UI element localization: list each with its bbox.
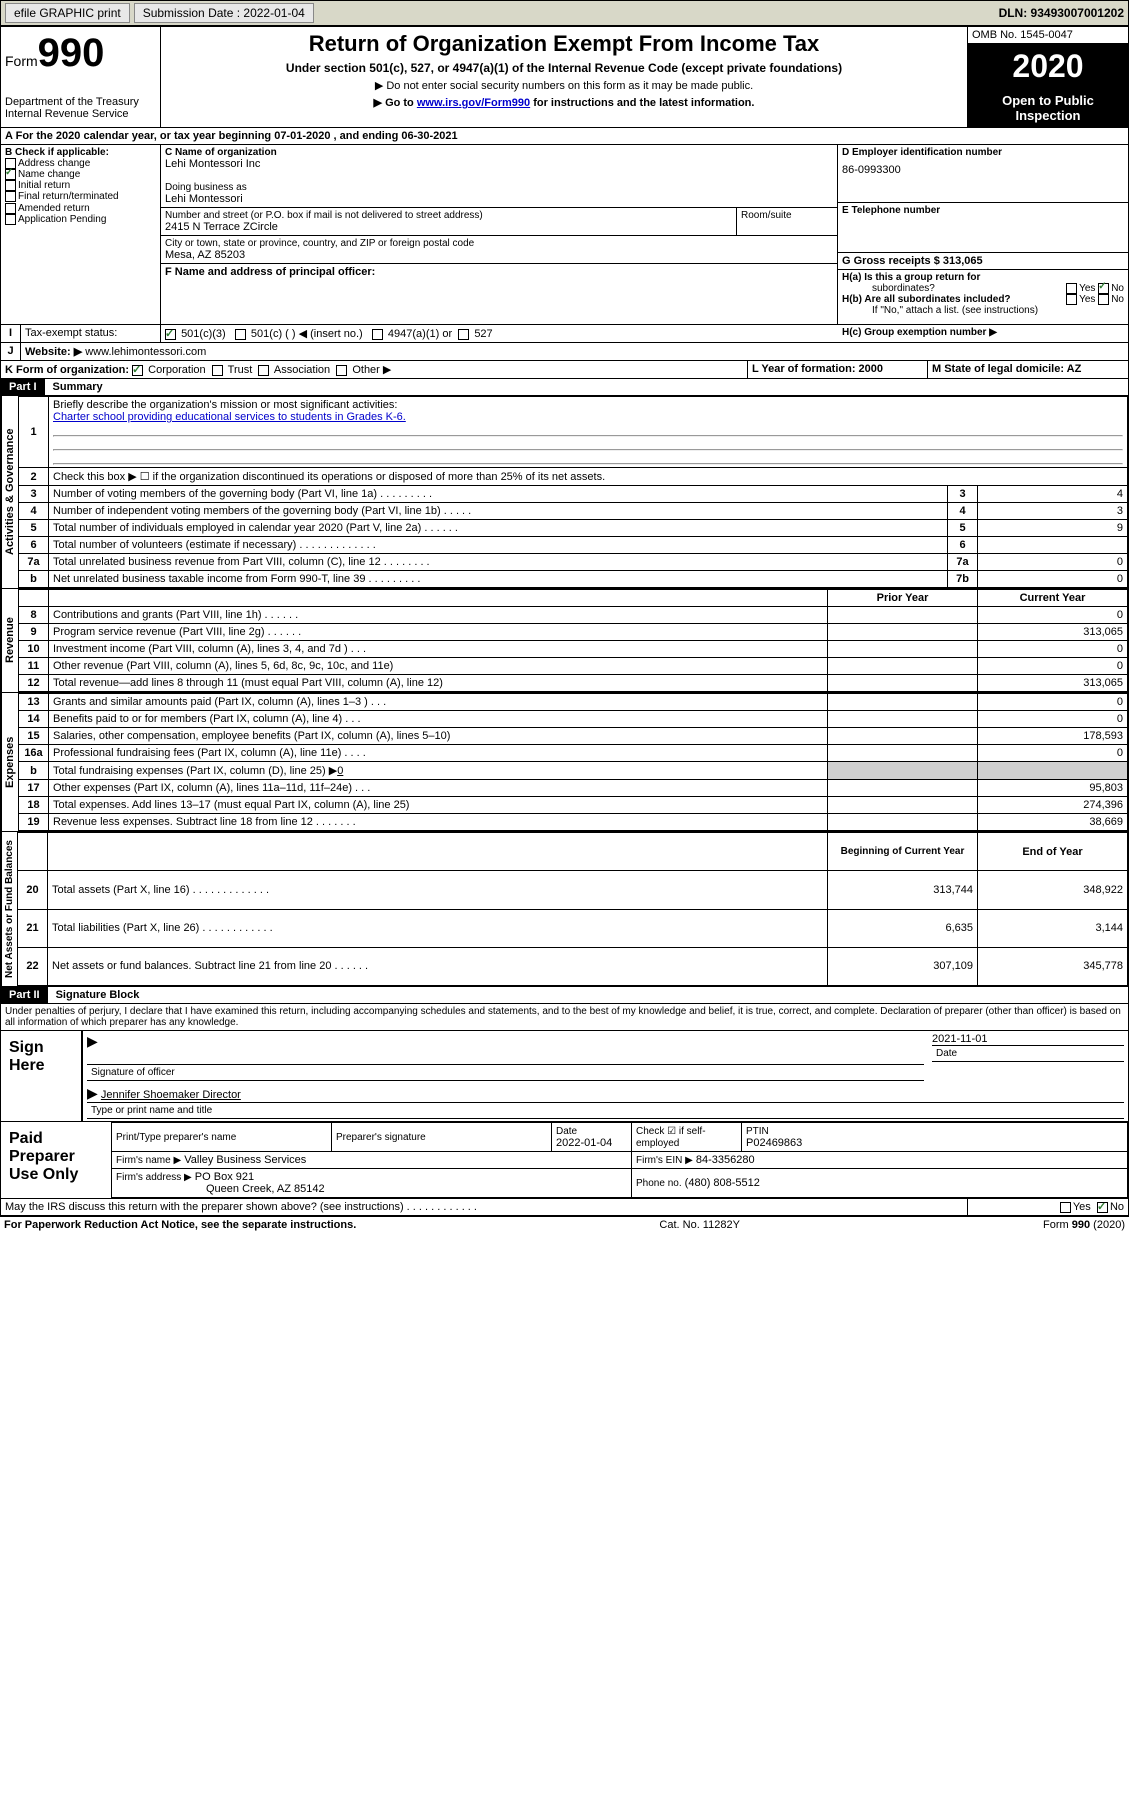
revenue-label: Revenue bbox=[1, 589, 18, 692]
section-c: C Name of organization Lehi Montessori I… bbox=[161, 145, 838, 324]
instruction-2: ▶ Go to www.irs.gov/Form990 for instruct… bbox=[165, 96, 963, 109]
street-address: 2415 N Terrace ZCircle bbox=[165, 221, 732, 233]
hb-yes-checkbox[interactable] bbox=[1066, 294, 1077, 305]
assoc-checkbox[interactable] bbox=[258, 365, 269, 376]
form-header: Form990 Department of the Treasury Inter… bbox=[0, 26, 1129, 128]
form-version: Form 990 (2020) bbox=[1043, 1219, 1125, 1231]
hb-no-checkbox[interactable] bbox=[1098, 294, 1109, 305]
sign-here-block: Sign Here ▶ Signature of officer 2021-11… bbox=[0, 1031, 1129, 1122]
perjury-statement: Under penalties of perjury, I declare th… bbox=[0, 1004, 1129, 1031]
ptin: P02469863 bbox=[746, 1137, 802, 1149]
other-checkbox[interactable] bbox=[336, 365, 347, 376]
mission-text: Charter school providing educational ser… bbox=[53, 411, 406, 423]
form-title: Return of Organization Exempt From Incom… bbox=[165, 31, 963, 57]
name-change-checkbox[interactable] bbox=[5, 169, 16, 180]
state-domicile: M State of legal domicile: AZ bbox=[932, 363, 1081, 375]
sign-here-label: Sign Here bbox=[1, 1031, 81, 1121]
omb-number: OMB No. 1545-0047 bbox=[968, 27, 1128, 44]
governance-section: Activities & Governance 1 Briefly descri… bbox=[0, 396, 1129, 589]
website-url: www.lehimontessori.com bbox=[85, 346, 206, 358]
ha-no-checkbox[interactable] bbox=[1098, 283, 1109, 294]
4947-checkbox[interactable] bbox=[372, 329, 383, 340]
ha-yes-checkbox[interactable] bbox=[1066, 283, 1077, 294]
form-org-row: K Form of organization: Corporation Trus… bbox=[0, 361, 1129, 379]
paperwork-notice: For Paperwork Reduction Act Notice, see … bbox=[4, 1219, 356, 1231]
org-name: Lehi Montessori Inc bbox=[165, 158, 833, 170]
preparer-date: 2022-01-04 bbox=[556, 1137, 612, 1149]
part2-header: Part II bbox=[1, 987, 48, 1003]
governance-label: Activities & Governance bbox=[1, 396, 18, 588]
arrow-icon: ▶ bbox=[87, 1033, 98, 1049]
paid-preparer-block: Paid Preparer Use Only Print/Type prepar… bbox=[0, 1122, 1129, 1199]
sig-date: 2021-11-01 bbox=[932, 1033, 1124, 1045]
trust-checkbox[interactable] bbox=[212, 365, 223, 376]
tax-period: A For the 2020 calendar year, or tax yea… bbox=[1, 128, 1128, 144]
revenue-section: Revenue Prior YearCurrent Year 8Contribu… bbox=[0, 589, 1129, 693]
top-toolbar: efile GRAPHIC print Submission Date : 20… bbox=[0, 0, 1129, 26]
tax-period-row: A For the 2020 calendar year, or tax yea… bbox=[0, 128, 1129, 145]
principal-officer-label: F Name and address of principal officer: bbox=[165, 266, 833, 278]
page-footer: For Paperwork Reduction Act Notice, see … bbox=[0, 1216, 1129, 1233]
city-state-zip: Mesa, AZ 85203 bbox=[165, 249, 833, 261]
discuss-no-checkbox[interactable] bbox=[1097, 1202, 1108, 1213]
part1-title: Summary bbox=[45, 381, 103, 393]
irs-label: Internal Revenue Service bbox=[5, 108, 156, 120]
section-b: B Check if applicable: Address change Na… bbox=[1, 145, 161, 324]
501c-checkbox[interactable] bbox=[235, 329, 246, 340]
tax-year: 2020 bbox=[968, 44, 1128, 89]
website-row: J Website: ▶ www.lehimontessori.com bbox=[0, 343, 1129, 361]
part1-header-row: Part I Summary bbox=[0, 379, 1129, 396]
527-checkbox[interactable] bbox=[458, 329, 469, 340]
firm-phone: (480) 808-5512 bbox=[685, 1177, 760, 1189]
dba-name: Lehi Montessori bbox=[165, 193, 833, 205]
initial-return-checkbox[interactable] bbox=[5, 180, 16, 191]
catalog-number: Cat. No. 11282Y bbox=[659, 1219, 740, 1231]
dln-label: DLN: 93493007001202 bbox=[999, 6, 1124, 20]
firm-ein: 84-3356280 bbox=[696, 1154, 755, 1166]
form990-link[interactable]: www.irs.gov/Form990 bbox=[417, 97, 530, 109]
firm-address: PO Box 921 bbox=[195, 1171, 254, 1183]
form-990-label: Form990 bbox=[5, 31, 156, 76]
corp-checkbox[interactable] bbox=[132, 365, 143, 376]
submission-date-label: Submission Date : 2022-01-04 bbox=[134, 3, 314, 23]
section-d: D Employer identification number 86-0993… bbox=[838, 145, 1128, 324]
app-pending-checkbox[interactable] bbox=[5, 214, 16, 225]
irs-discuss-row: May the IRS discuss this return with the… bbox=[0, 1199, 1129, 1216]
self-employed-check: Check ☑ if self-employed bbox=[636, 1126, 706, 1149]
instruction-1: ▶ Do not enter social security numbers o… bbox=[165, 79, 963, 92]
part2-title: Signature Block bbox=[48, 989, 140, 1001]
arrow-icon: ▶ bbox=[87, 1085, 98, 1101]
open-to-public: Open to Public Inspection bbox=[968, 89, 1128, 127]
501c3-checkbox[interactable] bbox=[165, 329, 176, 340]
part2-header-row: Part II Signature Block bbox=[0, 987, 1129, 1004]
tax-exempt-row: I Tax-exempt status: 501(c)(3) 501(c) ( … bbox=[0, 325, 1129, 343]
discuss-yes-checkbox[interactable] bbox=[1060, 1202, 1071, 1213]
amended-return-checkbox[interactable] bbox=[5, 203, 16, 214]
net-assets-label: Net Assets or Fund Balances bbox=[1, 832, 17, 986]
part1-header: Part I bbox=[1, 379, 45, 395]
year-formation: L Year of formation: 2000 bbox=[752, 363, 883, 375]
final-return-checkbox[interactable] bbox=[5, 191, 16, 202]
gross-receipts: G Gross receipts $ 313,065 bbox=[842, 255, 1124, 267]
efile-print-button[interactable]: efile GRAPHIC print bbox=[5, 3, 130, 23]
net-assets-section: Net Assets or Fund Balances Beginning of… bbox=[0, 832, 1129, 987]
form-subtitle: Under section 501(c), 527, or 4947(a)(1)… bbox=[165, 61, 963, 75]
paid-preparer-label: Paid Preparer Use Only bbox=[1, 1122, 111, 1198]
ein: 86-0993300 bbox=[842, 164, 1124, 176]
org-info-block: B Check if applicable: Address change Na… bbox=[0, 145, 1129, 325]
dept-label: Department of the Treasury bbox=[5, 96, 156, 108]
expenses-section: Expenses 13Grants and similar amounts pa… bbox=[0, 693, 1129, 832]
expenses-label: Expenses bbox=[1, 693, 18, 831]
officer-name: Jennifer Shoemaker Director bbox=[101, 1089, 241, 1101]
firm-name: Valley Business Services bbox=[184, 1154, 306, 1166]
